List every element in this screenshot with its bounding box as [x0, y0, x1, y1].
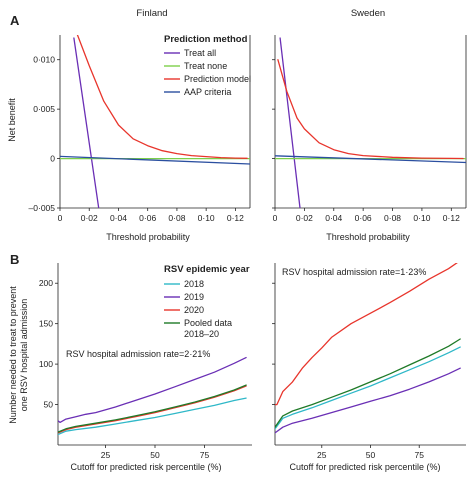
x-tick-label: 0·06 [355, 213, 372, 223]
legend-b-title: RSV epidemic year [164, 264, 250, 275]
legend-a-label-treat-none: Treat none [184, 61, 227, 71]
legend-a-label-treat-all: Treat all [184, 48, 216, 58]
panel-a-label: A [10, 13, 20, 28]
series-line-aap-criteria [60, 155, 250, 165]
y-tick-label: 150 [39, 319, 53, 329]
x-tick-label: 0·10 [413, 213, 430, 223]
panel-a-ylabel: Net benefit [7, 98, 17, 142]
x-tick-label: 0·06 [139, 213, 156, 223]
y-tick-label: –0·005 [29, 203, 56, 213]
series-group [58, 356, 247, 436]
series-line-2020 [58, 385, 247, 434]
panel-b-label: B [10, 252, 19, 267]
series-group [275, 37, 466, 208]
series-line-2018 [58, 397, 247, 436]
x-tick-label: 0·10 [198, 213, 215, 223]
plot-finland-nnt: 25 50 75 50 100 150 200 [39, 263, 252, 460]
x-tick-label: 50 [366, 450, 376, 460]
x-tick-label: 25 [101, 450, 111, 460]
x-tick-label: 50 [150, 450, 160, 460]
sweden-a-xlabel: Threshold probability [326, 232, 410, 242]
series-line-aap-criteria [275, 155, 466, 164]
x-tick-label: 0·04 [325, 213, 342, 223]
panel-b-ylabel-line-1: Number needed to treat to prevent [8, 286, 18, 424]
y-tick-label: 0·005 [33, 104, 55, 114]
legend-b-label-2020: 2020 [184, 305, 204, 315]
x-tick-label: 0·08 [168, 213, 185, 223]
x-tick-label: 0 [273, 213, 278, 223]
plot-sweden-net-benefit: 0 0·02 0·04 0·06 0·08 0·10 0·12 [272, 35, 467, 223]
legend-rsv-epidemic-year: RSV epidemic year 2018 2019 2020 Pooled … [164, 264, 250, 339]
x-tick-label: 0·12 [443, 213, 460, 223]
series-group [60, 35, 250, 208]
finland-title: Finland [136, 8, 167, 19]
finland-a-xlabel: Threshold probability [106, 232, 190, 242]
legend-a-label-prediction-model: Prediction model [184, 74, 251, 84]
legend-a-label-aap-criteria: AAP criteria [184, 87, 231, 97]
series-line-pooled-data-2018-20 [275, 338, 461, 428]
series-line-2020 [275, 263, 458, 406]
series-line-treat-all [279, 37, 301, 208]
finland-rate-annotation: RSV hospital admission rate=2·21% [66, 349, 210, 359]
x-tick-label: 0·08 [384, 213, 401, 223]
plot-sweden-nnt: 25 50 75 [272, 263, 466, 460]
panel-b-ylabel-line-2: one RSV hospital admission [19, 299, 29, 412]
x-tick-label: 75 [414, 450, 424, 460]
series-line-pooled-data-2018-20 [58, 384, 247, 433]
sweden-b-xlabel: Cutoff for predicted risk percentile (%) [290, 462, 441, 472]
series-line-2019 [58, 356, 247, 424]
plot-finland-net-benefit: 0 0·02 0·04 0·06 0·08 0·10 0·12–0·00500·0050·0… [29, 35, 251, 223]
y-tick-label: 0 [50, 154, 55, 164]
series-group [275, 263, 461, 434]
x-tick-label: 25 [317, 450, 327, 460]
sweden-title: Sweden [351, 8, 385, 19]
legend-prediction-method: Prediction method Treat all Treat none P… [164, 34, 251, 97]
legend-b-label-2019: 2019 [184, 292, 204, 302]
sweden-rate-annotation: RSV hospital admission rate=1·23% [282, 267, 426, 277]
legend-b-label-2018: 2018 [184, 279, 204, 289]
series-line-treat-all [73, 37, 100, 208]
x-tick-label: 0·04 [110, 213, 127, 223]
legend-a-title: Prediction method [164, 34, 248, 45]
series-line-prediction-model [277, 59, 464, 160]
series-line-2018 [275, 346, 461, 430]
finland-b-xlabel: Cutoff for predicted risk percentile (%) [71, 462, 222, 472]
y-tick-label: 100 [39, 359, 53, 369]
series-line-prediction-model [76, 35, 248, 159]
x-tick-label: 0·12 [227, 213, 244, 223]
legend-b-label-pooled-line-2: 2018–20 [184, 329, 219, 339]
x-tick-label: 0·02 [296, 213, 313, 223]
y-tick-label: 0·010 [33, 55, 55, 65]
x-tick-label: 0·02 [81, 213, 98, 223]
x-tick-label: 0 [58, 213, 63, 223]
y-tick-label: 50 [44, 400, 54, 410]
series-line-2019 [275, 367, 461, 434]
panel-b-ylabel: Number needed to treat to prevent one RS… [8, 286, 29, 424]
y-tick-label: 200 [39, 278, 53, 288]
x-tick-label: 75 [200, 450, 210, 460]
legend-b-label-pooled: Pooled data 2018–20 [184, 318, 235, 339]
legend-b-label-pooled-line-1: Pooled data [184, 318, 232, 328]
